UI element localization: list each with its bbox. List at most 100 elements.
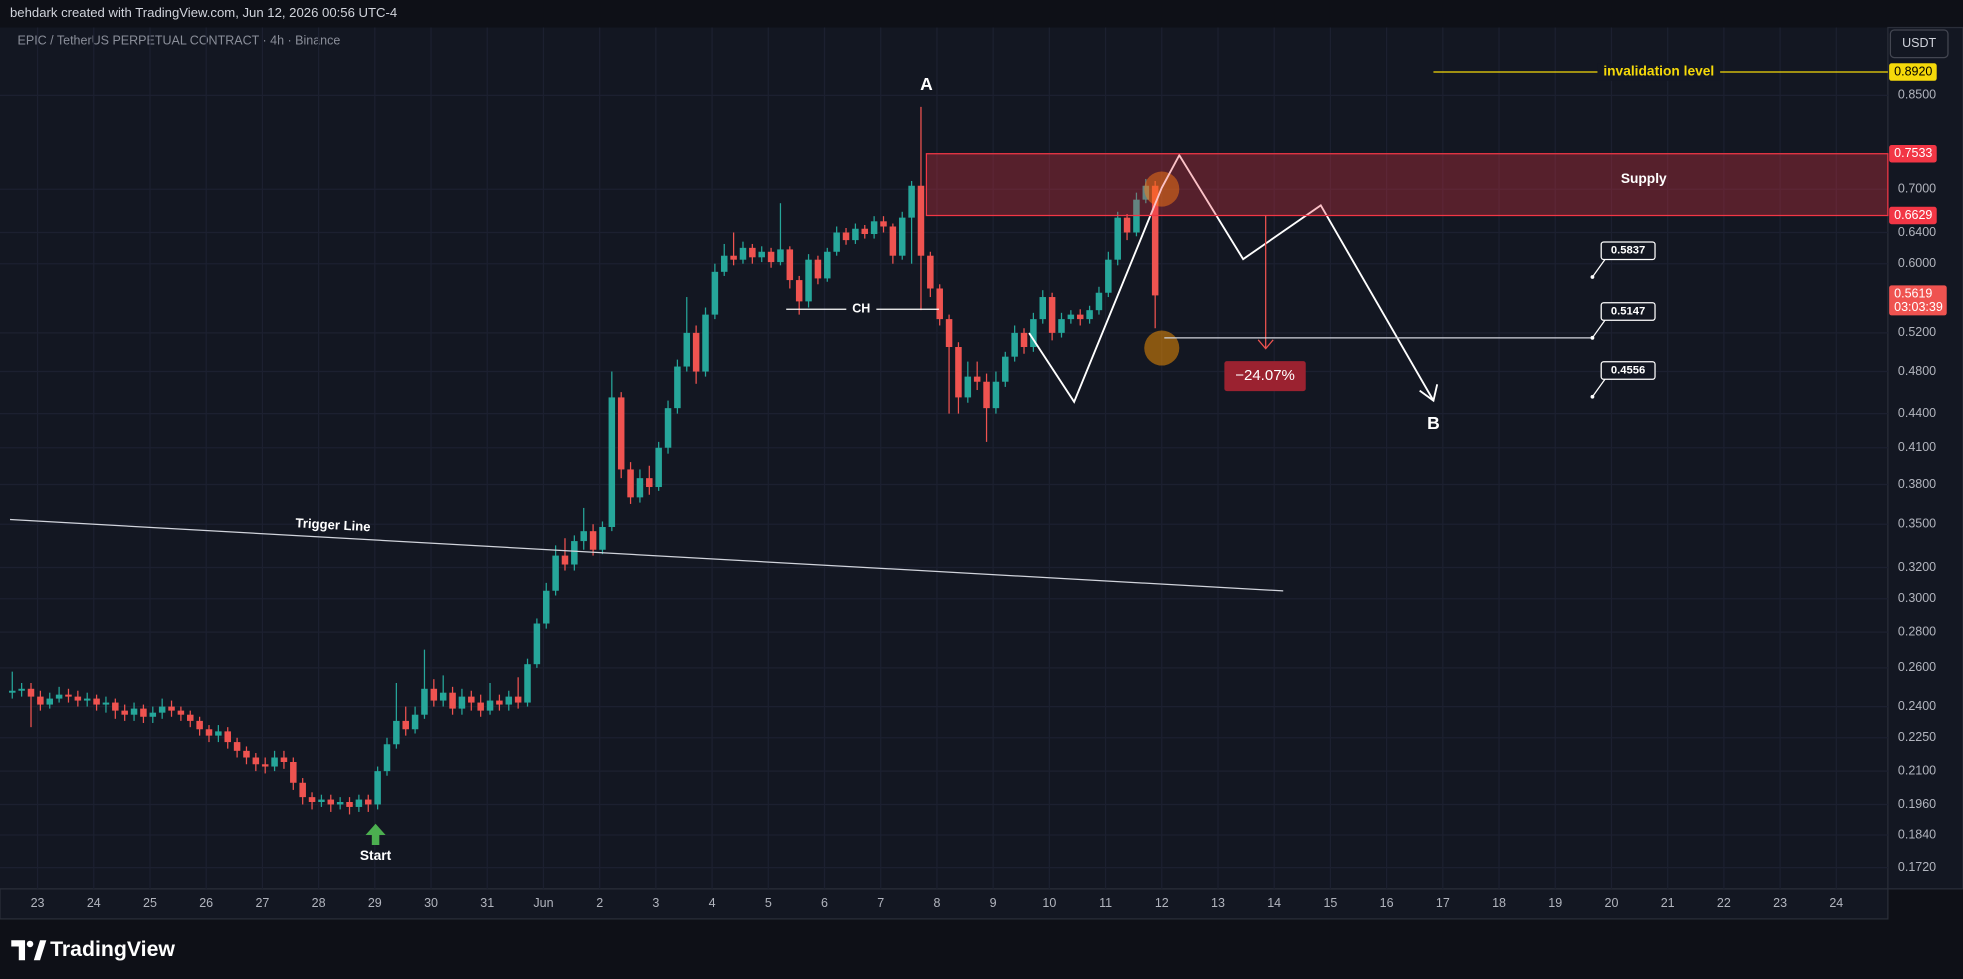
candle-body [383,744,391,772]
candle-body [55,694,63,699]
candle-body [674,366,681,409]
candle-body [964,376,972,398]
trigger-label: Trigger Line [295,515,371,534]
y-tick-label: 0.1960 [1898,797,1936,811]
x-tick-label: 31 [480,896,494,910]
target-box [1600,302,1656,321]
candle-body [449,692,456,709]
candle-body [852,228,859,241]
price-tag-label: 0.7533 [1894,146,1932,160]
candle-body [1114,217,1121,260]
candle-body [121,710,128,715]
brand-logo [11,940,47,961]
candle-body [1067,314,1075,320]
y-tick-label: 0.7000 [1898,181,1936,195]
candle-body [636,478,644,498]
candle-body [561,555,569,565]
candle-body [655,447,662,488]
overlay: Trigger Line CH A B Start [9,74,1440,863]
x-tick-label: 11 [1099,896,1112,910]
candle-body [627,469,634,498]
y-tick-label: 0.4800 [1898,364,1936,378]
candle-body [1039,297,1047,320]
move-label: −24.07% [1235,367,1295,384]
target-box [1600,241,1656,261]
candle-body [927,255,934,289]
y-tick-label: 0.2250 [1898,730,1936,744]
candle-body [477,702,484,711]
candle-body [1020,332,1028,348]
candles [9,106,1159,815]
candle-body [65,694,72,697]
x-tick-label: 24 [1829,896,1843,910]
y-tick-label: 0.6000 [1898,256,1936,270]
candle-body [18,688,25,691]
projection-arrowhead [1419,384,1439,403]
levels: Supply 0.7533 0.6629 invalidation level 0.89… [925,63,1947,399]
candle-body [1086,310,1093,320]
candle-body [861,228,869,235]
logo-mark [11,940,26,961]
x-tick-label: 22 [1717,896,1731,910]
candle-body [102,702,110,705]
candle-body [1048,297,1056,333]
y-tick-label: 0.3800 [1898,477,1936,491]
x-tick-label: 15 [1323,896,1337,910]
candle-body [824,251,831,279]
candle-body [739,247,747,260]
candle-body [1151,185,1159,296]
candle-body [599,526,606,550]
candle-body [505,696,513,705]
candle-body [898,217,906,256]
target-label: 0.5147 [1611,305,1645,317]
candle-body [767,251,775,263]
currency-box [1889,29,1949,59]
candle-body [842,232,850,241]
candle-body [168,706,175,711]
y-tick-label: 0.2100 [1898,763,1936,777]
projection-path [1028,153,1435,404]
ch-label: CH [852,302,870,316]
y-tick-label: 0.5200 [1898,325,1936,339]
price-tag-label: 0.6629 [1894,208,1932,222]
x-tick-label: 2 [596,896,603,910]
x-tick-label: 16 [1380,896,1394,910]
y-tick-label: 0.8500 [1898,88,1936,102]
candle-body [889,226,897,256]
candle-body [805,259,812,302]
time-axis [0,888,1889,920]
x-tick-label: 18 [1492,896,1506,910]
target-label: 0.4556 [1611,364,1645,376]
candle-body [299,782,306,798]
x-tick-label: 4 [709,896,716,910]
x-tick-label: 8 [933,896,940,910]
candle-body [402,720,409,730]
supply-label: Supply [1621,171,1667,186]
candle-body [992,381,1000,409]
candle-body [130,708,138,715]
target-label: 0.5837 [1611,245,1645,257]
x-tick-label: 3 [652,896,659,910]
x-tick-label: 26 [199,896,213,910]
candle-body [252,757,260,765]
move-arrowhead [1257,339,1274,350]
candle-body [149,712,157,717]
price-tag-label: 0.8920 [1894,64,1932,78]
candle-body [215,731,222,736]
candle-body [93,698,100,705]
candle-body [233,742,241,751]
candle-body [196,720,203,730]
candle-body [880,221,887,227]
candle-body [936,288,943,320]
candle-body [955,347,962,398]
y-tick-label: 0.3500 [1898,517,1936,531]
x-tick-label: 6 [821,896,828,910]
candle-body [355,799,363,807]
logo-mark [33,940,47,961]
candle-body [589,531,597,550]
target-connector [1591,319,1606,339]
candle-body [870,221,878,235]
candle-body [1076,314,1084,320]
